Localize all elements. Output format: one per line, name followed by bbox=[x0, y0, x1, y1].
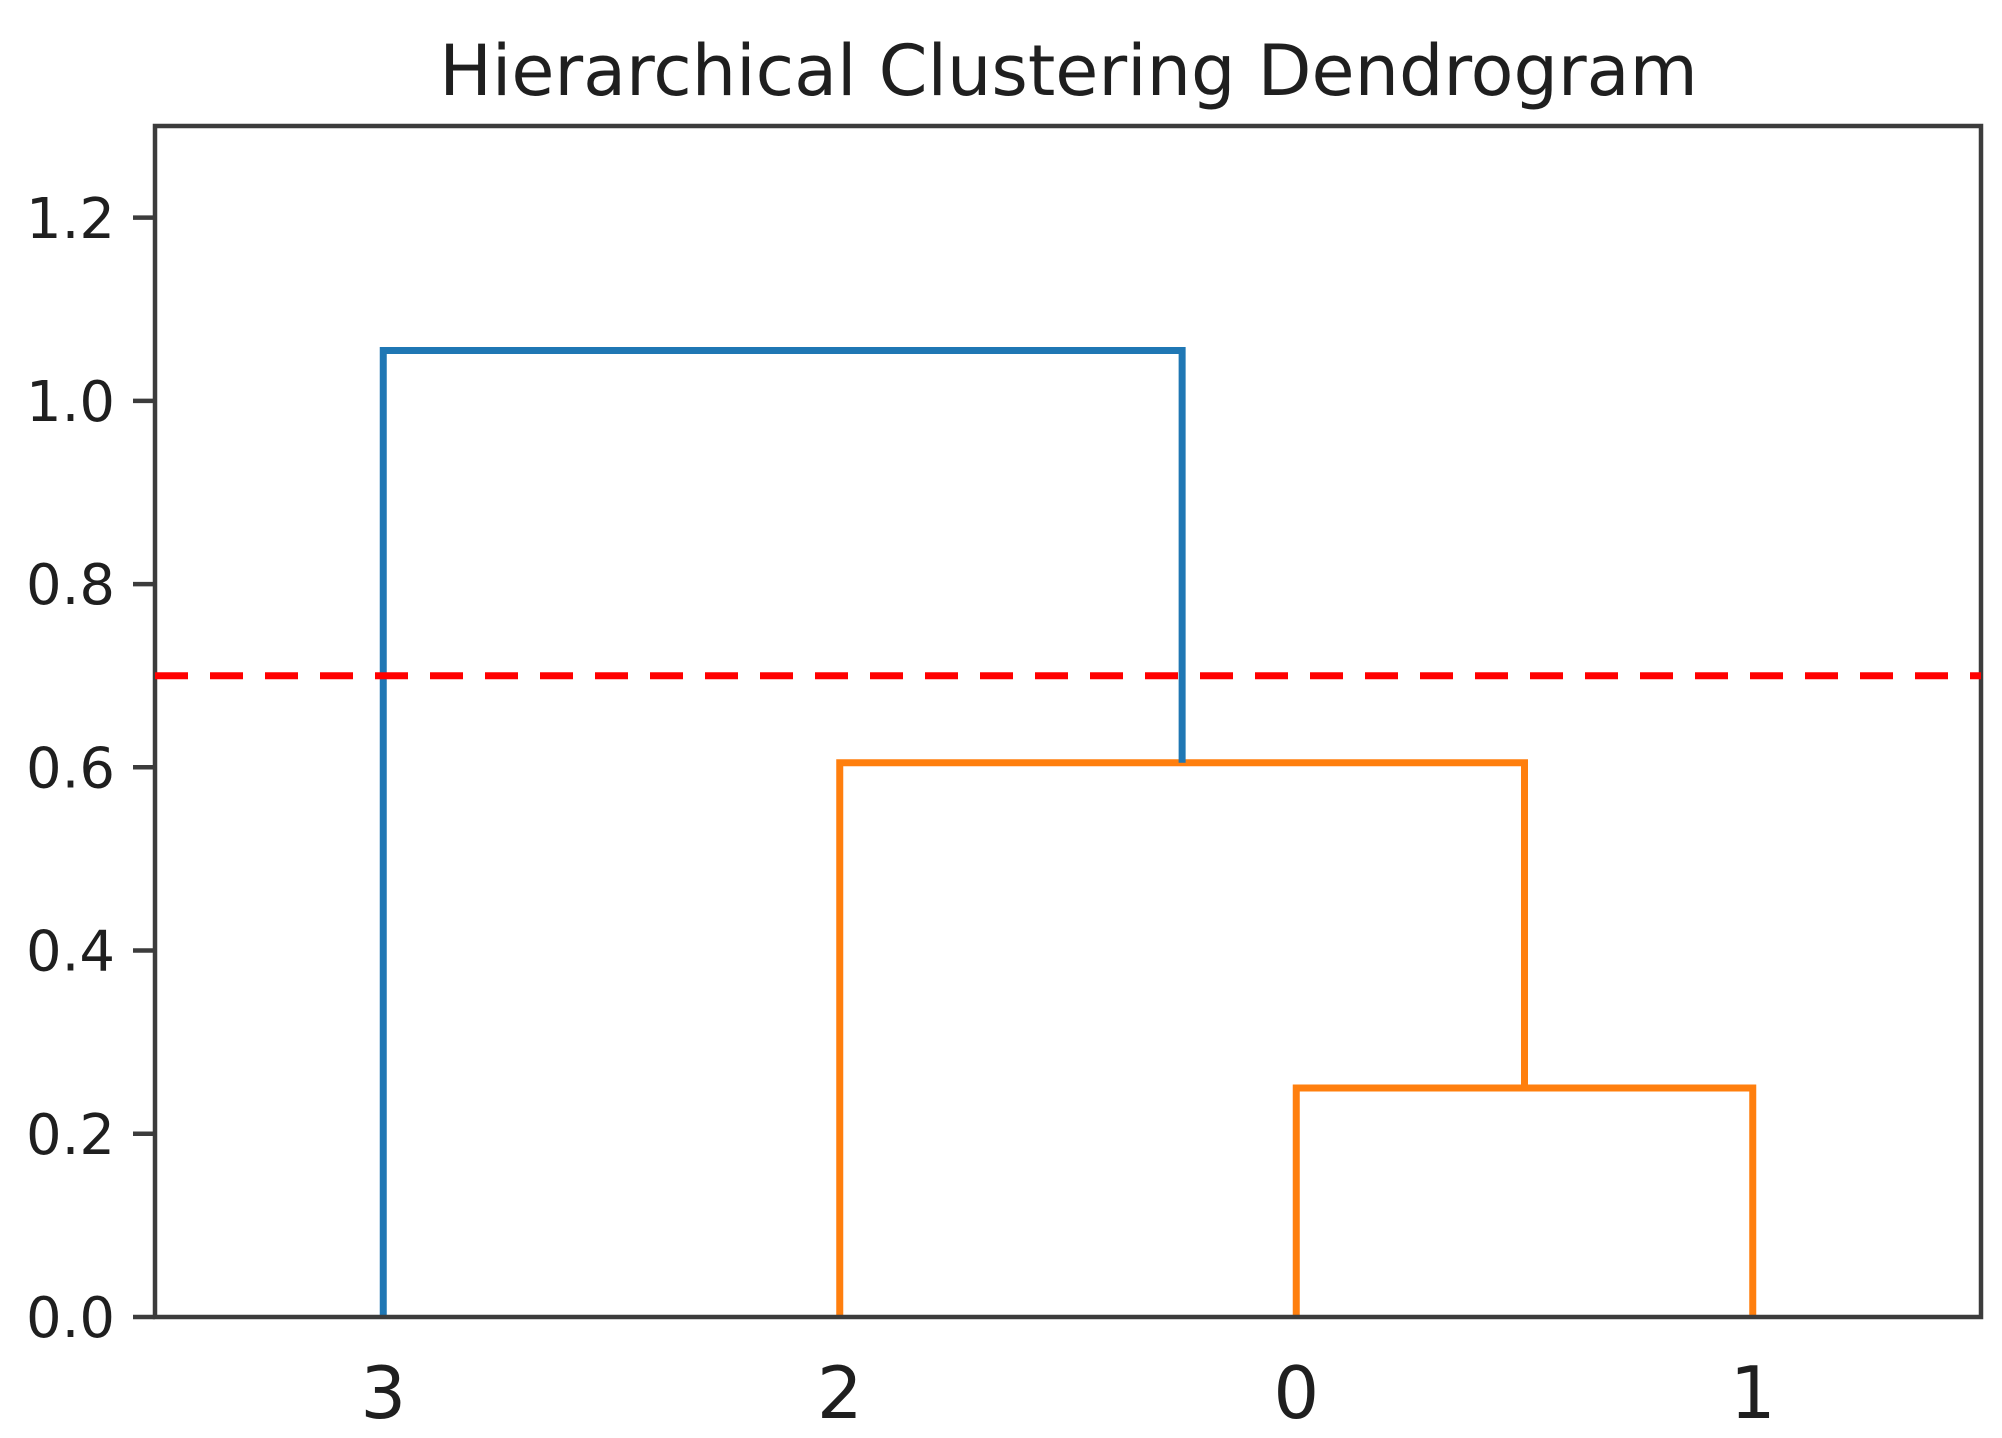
y-tick-label: 0.8 bbox=[26, 553, 115, 618]
dendrogram-link-merge-leaf3-rest bbox=[379, 346, 1186, 1317]
y-tick-label: 0.6 bbox=[26, 736, 115, 801]
x-leaf-label-0: 0 bbox=[1273, 1351, 1319, 1435]
dendrogram-link-merge-leaf2-cluster01 bbox=[836, 759, 1528, 1317]
y-tick-label: 0.4 bbox=[26, 920, 115, 985]
x-leaf-label-2: 2 bbox=[817, 1351, 863, 1435]
y-tick-label: 0.2 bbox=[26, 1103, 115, 1168]
chart-title: Hierarchical Clustering Dendrogram bbox=[439, 30, 1698, 112]
y-tick-label: 0.0 bbox=[26, 1286, 115, 1351]
plot-border bbox=[152, 123, 1984, 1320]
dendrogram-link-merge-leaf0-leaf1 bbox=[1292, 1084, 1757, 1317]
y-tick-label: 1.0 bbox=[26, 370, 115, 435]
y-tick-label: 1.2 bbox=[26, 187, 115, 252]
x-leaf-label-1: 1 bbox=[1730, 1351, 1776, 1435]
x-leaf-label-3: 3 bbox=[360, 1351, 406, 1435]
